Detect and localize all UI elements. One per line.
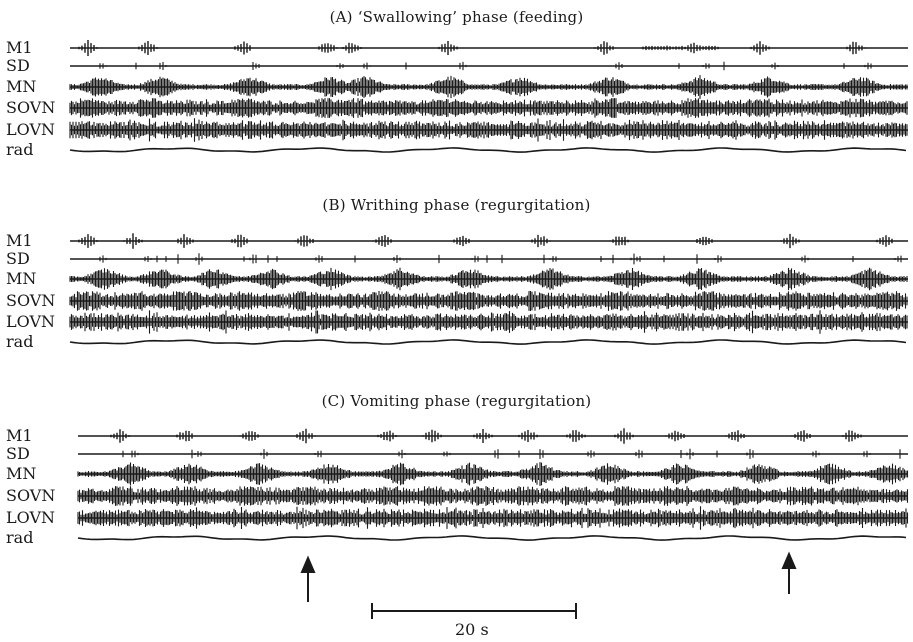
panel-b-trace-sd-spikes: [99, 253, 902, 265]
panel-b-trace-m1-spikes: [78, 233, 896, 249]
panel-a-label-rad: rad: [6, 140, 34, 159]
scale-bar: [371, 603, 577, 619]
panel-a-label-sovn: SOVN: [6, 98, 56, 117]
panel-b-label-sovn: SOVN: [6, 291, 56, 310]
panel-b-title: (B) Writhing phase (regurgitation): [322, 196, 591, 214]
panel-c-trace-rad: [77, 535, 907, 541]
panel-a-trace-sd-spikes: [99, 61, 872, 71]
panel-c-trace-mn-spikes: [77, 462, 909, 486]
panel-b-label-lovn: LOVN: [6, 312, 56, 331]
arrow-up-icon: [781, 551, 797, 594]
panel-a-trace-lovn-spikes: [69, 118, 908, 142]
panel-c-label-mn: MN: [6, 464, 37, 483]
panel-c-label-m1: M1: [6, 426, 33, 445]
panel-a-trace-sovn-spikes: [69, 98, 908, 118]
panel-c-title: (C) Vomiting phase (regurgitation): [321, 392, 592, 410]
panel-b-trace-rad: [69, 339, 907, 345]
panel-c-trace-sd-spikes: [122, 448, 901, 460]
panel-b-label-mn: MN: [6, 269, 37, 288]
panel-a-trace-m1-spikes: [78, 40, 866, 56]
panel-b-trace-mn-spikes: [69, 267, 908, 291]
panel-c-trace-sovn-spikes: [77, 486, 909, 506]
panel-c-label-rad: rad: [6, 528, 34, 547]
panel-a-trace-mn-spikes: [69, 75, 908, 99]
panel-b-traces: [69, 233, 908, 345]
panel-b-trace-lovn-spikes: [69, 310, 908, 334]
panel-a-label-lovn: LOVN: [6, 120, 56, 139]
panel-b-label-m1: M1: [6, 231, 33, 250]
panel-b-label-rad: rad: [6, 332, 34, 351]
panel-a-label-sd: SD: [6, 56, 30, 75]
panel-c-traces: [77, 428, 909, 541]
panel-a-title: (A) ‘Swallowing’ phase (feeding): [329, 8, 584, 26]
panel-a-label-mn: MN: [6, 77, 37, 96]
scale-bar-label: 20 s: [455, 620, 489, 639]
arrow-up-icon: [300, 555, 316, 602]
panel-a-trace-rad: [69, 147, 907, 153]
panel-a-traces: [69, 40, 908, 153]
panel-a-label-m1: M1: [6, 38, 33, 57]
panel-c-label-sovn: SOVN: [6, 486, 56, 505]
panel-b-label-sd: SD: [6, 249, 30, 268]
panel-c-trace-m1-spikes: [110, 428, 862, 444]
panel-c-label-sd: SD: [6, 444, 30, 463]
panel-c-trace-lovn-spikes: [77, 506, 909, 530]
panel-b-trace-sovn-spikes: [69, 291, 908, 311]
panel-c-label-lovn: LOVN: [6, 508, 56, 527]
